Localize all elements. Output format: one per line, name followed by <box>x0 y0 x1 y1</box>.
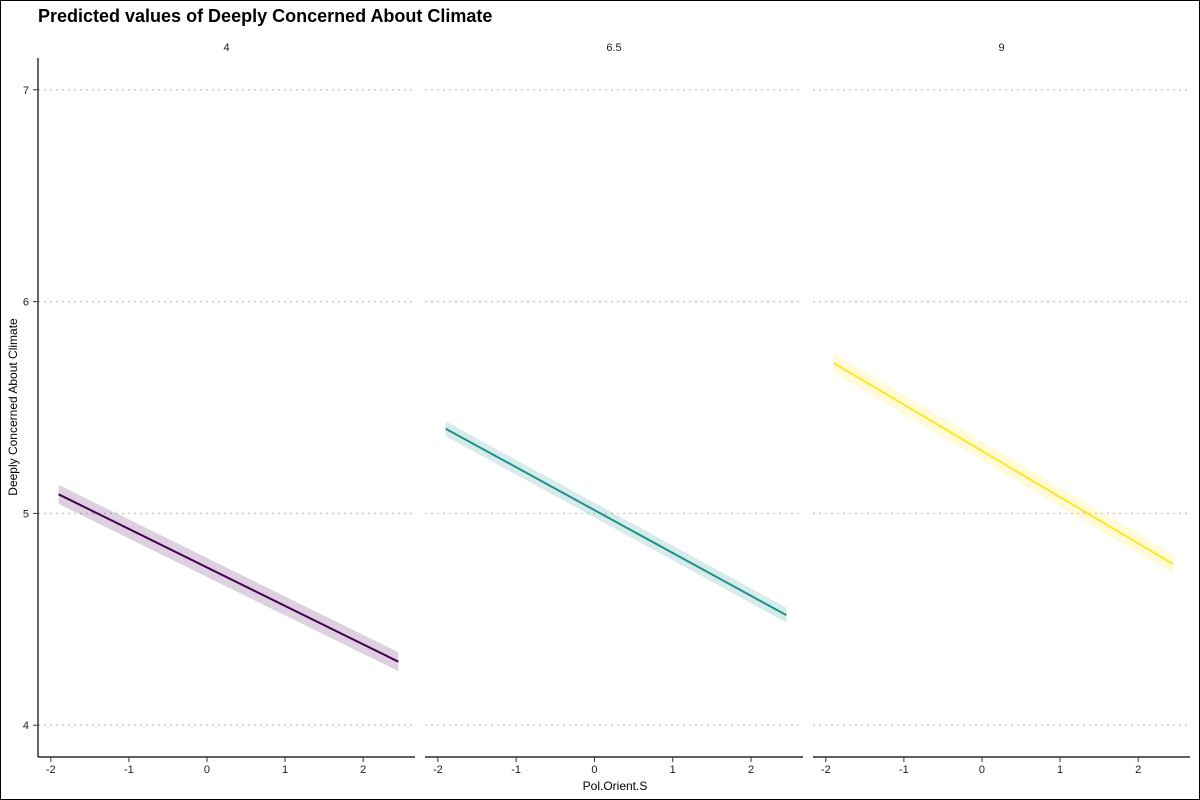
x-tick-label: 1 <box>1057 764 1063 776</box>
panel-1: 4 -2 -1 0 1 2 <box>38 42 415 776</box>
panel-strip-label: 9 <box>998 42 1004 54</box>
panel-strip-label: 6.5 <box>606 42 621 54</box>
x-tick-label: -2 <box>46 764 56 776</box>
x-tick-label: 2 <box>1135 764 1141 776</box>
x-tick-label: 2 <box>360 764 366 776</box>
y-tick-label: 4 <box>23 720 29 732</box>
y-tick-label: 6 <box>23 297 29 309</box>
x-tick-label: -1 <box>511 764 521 776</box>
x-tick-label: 2 <box>748 764 754 776</box>
prediction-line <box>445 427 787 616</box>
y-tick-label: 5 <box>23 508 29 520</box>
panels: 4 -2 -1 0 1 2 6.5 -2 -1 0 1 2 9 -2 -1 0 1 2 <box>38 42 1190 776</box>
panel-2: 6.5 -2 -1 0 1 2 <box>425 42 803 776</box>
y-axis: 4 5 6 7 <box>23 58 39 757</box>
prediction-line <box>833 362 1174 566</box>
x-tick-label: -1 <box>899 764 909 776</box>
y-axis-title: Deeply Concerned About Climate <box>6 318 20 496</box>
y-tick-label: 7 <box>23 85 29 97</box>
x-tick-label: 0 <box>591 764 597 776</box>
x-tick-label: 1 <box>670 764 676 776</box>
prediction-line <box>58 493 399 663</box>
x-axis-title: Pol.Orient.S <box>583 779 648 793</box>
x-tick-label: 1 <box>282 764 288 776</box>
x-tick-label: -1 <box>124 764 134 776</box>
panel-3: 9 -2 -1 0 1 2 <box>813 42 1190 776</box>
x-tick-label: 0 <box>979 764 985 776</box>
x-tick-label: 0 <box>204 764 210 776</box>
panel-strip-label: 4 <box>223 42 229 54</box>
chart-title: Predicted values of Deeply Concerned Abo… <box>38 6 492 26</box>
x-tick-label: -2 <box>433 764 443 776</box>
x-tick-label: -2 <box>821 764 831 776</box>
